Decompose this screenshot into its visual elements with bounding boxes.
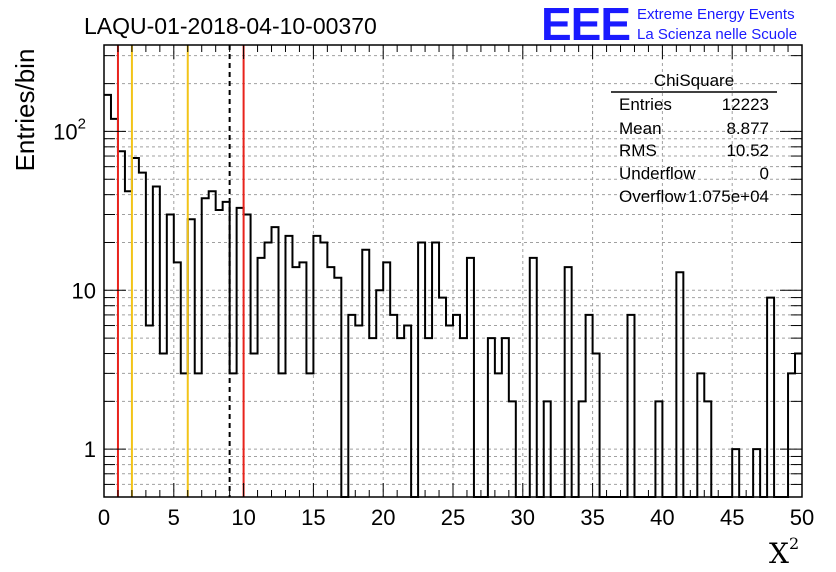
histogram-bin (188, 219, 195, 497)
histogram-bin (795, 354, 802, 497)
stats-value-rms: 10.52 (726, 141, 769, 160)
histogram-bin (104, 95, 111, 497)
histogram-bin (285, 236, 292, 497)
y-tick-label: 102 (53, 115, 86, 144)
histogram-bin (195, 373, 202, 497)
histogram-bin (327, 267, 334, 497)
stats-label-rms: RMS (619, 141, 657, 160)
histogram-bin (251, 354, 258, 497)
histogram-bin (397, 338, 404, 497)
histogram-bin (181, 373, 188, 497)
histogram-bin (209, 191, 216, 497)
histogram-bin (565, 267, 572, 497)
histogram-bin (320, 242, 327, 497)
histogram-bin (439, 298, 446, 497)
stats-label-underflow: Underflow (619, 164, 696, 183)
histogram-bin (292, 267, 299, 497)
histogram-bin (223, 202, 230, 497)
stats-value-overflow: 1.075e+04 (688, 187, 769, 206)
stats-label-mean: Mean (619, 119, 662, 138)
stats-value-underflow: 0 (760, 164, 769, 183)
histogram-bin (390, 315, 397, 497)
histogram-bin (153, 187, 160, 497)
x-axis-label-sup: 2 (789, 534, 799, 553)
logo-subtitle-2: La Scienza nelle Scuole (637, 26, 797, 43)
histogram-bin (530, 258, 537, 497)
y-axis-label: Entries/bin (10, 49, 40, 172)
stats-title: ChiSquare (654, 71, 734, 90)
histogram-bin (125, 191, 132, 497)
y-tick-label-exponent: 2 (78, 115, 86, 132)
stats-label-overflow: Overflow (619, 187, 687, 206)
histogram-bin (460, 338, 467, 497)
histogram-outline (104, 93, 802, 498)
stats-box: ChiSquare Entries 12223 Mean 8.877 RMS 1… (611, 71, 777, 206)
histogram-bin (139, 173, 146, 497)
stats-value-entries: 12223 (722, 95, 769, 114)
histogram-bin (697, 373, 704, 497)
x-tick-label: 10 (231, 505, 255, 530)
histogram-bin (258, 258, 265, 497)
x-tick-label: 0 (98, 505, 110, 530)
histogram-bin (418, 242, 425, 497)
histogram-bin (593, 354, 600, 497)
histogram-bin (502, 338, 509, 497)
x-axis-label-main: X (769, 537, 789, 570)
histogram-bin (202, 198, 209, 497)
histogram-bin (586, 315, 593, 497)
x-tick-label: 50 (790, 505, 814, 530)
histogram-bin (348, 315, 355, 497)
histogram-bin (355, 326, 362, 497)
histogram-bin (146, 326, 153, 497)
x-tick-label: 40 (650, 505, 674, 530)
histogram (104, 93, 802, 498)
logo-subtitle-1: Extreme Energy Events (637, 6, 795, 23)
chart-title: LAQU-01-2018-04-10-00370 (84, 13, 377, 39)
stats-label-entries: Entries (619, 95, 672, 114)
x-tick-label: 5 (168, 505, 180, 530)
histogram-bin (167, 215, 174, 497)
x-tick-label: 20 (371, 505, 395, 530)
x-tick-label: 35 (580, 505, 604, 530)
histogram-bin (467, 258, 474, 497)
histogram-bin (425, 338, 432, 497)
histogram-bin (404, 326, 411, 497)
stats-value-mean: 8.877 (726, 119, 769, 138)
histogram-bin (111, 119, 118, 497)
histogram-bin (132, 158, 139, 497)
histogram-bin (788, 373, 795, 497)
x-tick-label: 15 (301, 505, 325, 530)
histogram-bin (160, 354, 167, 497)
threshold-lines (116, 45, 245, 497)
y-tick-label-base: 10 (53, 119, 77, 144)
histogram-bin (767, 298, 774, 497)
x-tick-label: 25 (441, 505, 465, 530)
x-tick-label: 30 (511, 505, 535, 530)
histogram-bin (118, 151, 125, 497)
eee-logo: EEE (541, 0, 630, 50)
histogram-bin (446, 326, 453, 497)
histogram-bin (306, 373, 313, 497)
histogram-bin (453, 315, 460, 497)
histogram-bin (628, 315, 635, 497)
histogram-bin (376, 290, 383, 497)
histogram-bin (313, 236, 320, 497)
histogram-bin (237, 208, 244, 497)
y-tick-label: 10 (72, 278, 96, 303)
histogram-bin (488, 338, 495, 497)
y-tick-label: 1 (84, 437, 96, 462)
histogram-bin (230, 373, 237, 497)
histogram-bin (369, 338, 376, 497)
x-axis-label: X2 (769, 534, 799, 570)
histogram-bin (244, 215, 251, 497)
histogram-bin (432, 242, 439, 497)
histogram-bin (265, 242, 272, 497)
histogram-bin (279, 373, 286, 497)
x-tick-label: 45 (720, 505, 744, 530)
histogram-bin (495, 373, 502, 497)
